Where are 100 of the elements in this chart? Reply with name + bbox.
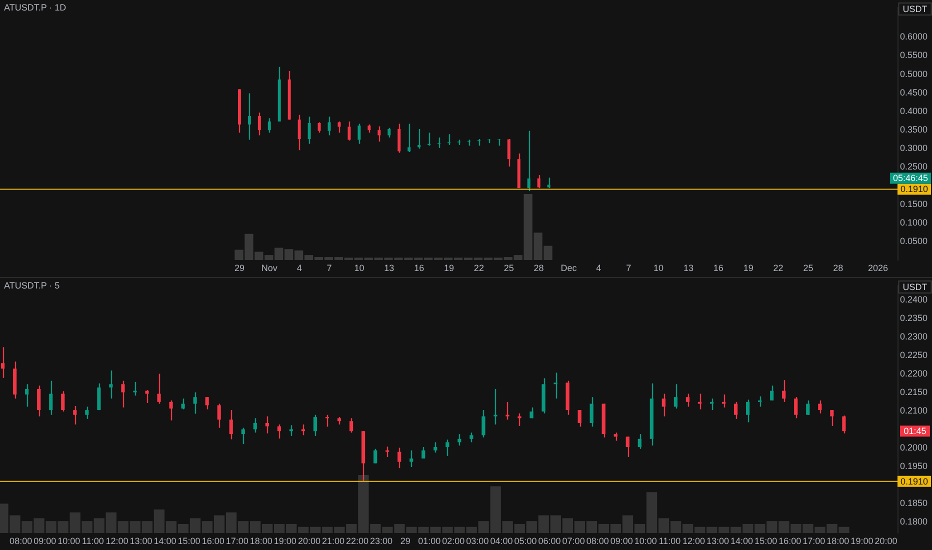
y-tick-label: 0.2150: [900, 387, 928, 398]
y-tick-label: 0.6000: [900, 32, 928, 42]
x-tick-label: 01:00: [418, 536, 441, 546]
candlestick: [422, 446, 426, 460]
candlestick: [253, 418, 257, 434]
x-tick-label: 13: [384, 263, 394, 274]
ref-line-label: 0.1910: [900, 476, 928, 486]
x-tick-label: 04:00: [490, 536, 513, 546]
y-tick-label: 0.2300: [900, 332, 928, 342]
candlestick: [547, 177, 550, 189]
candlestick: [277, 424, 281, 440]
ref-line-label: 0.1910: [900, 184, 928, 194]
candlestick: [49, 380, 53, 416]
chart-title: ATUSDT.P · 5: [4, 280, 60, 290]
candlestick: [770, 385, 774, 402]
candlestick: [722, 394, 726, 408]
x-tick-label: 20:00: [298, 536, 320, 546]
candlestick: [554, 372, 558, 400]
candlestick: [398, 447, 402, 469]
x-tick-label: 10:00: [634, 536, 657, 546]
candlestick: [794, 396, 798, 419]
candlestick: [626, 436, 630, 458]
candlestick: [133, 381, 137, 396]
candlestick: [734, 401, 738, 420]
x-tick-label: 11:00: [658, 536, 681, 546]
candlestick: [338, 120, 341, 134]
x-tick-label: 05:00: [514, 536, 537, 546]
candlestick: [205, 396, 209, 410]
candlestick: [842, 414, 846, 434]
x-tick-label: 23:00: [370, 536, 393, 546]
candlestick: [97, 382, 101, 411]
x-tick-label: 4: [596, 263, 602, 274]
y-tick-label: 0.2500: [900, 162, 928, 172]
y-tick-label: 0.2100: [900, 406, 928, 416]
text: 01:45: [904, 426, 926, 436]
candlestick: [298, 114, 301, 151]
candlestick: [830, 409, 834, 427]
x-tick-label: 22: [773, 263, 784, 274]
candlestick: [818, 400, 822, 414]
candlestick: [578, 409, 582, 428]
candlestick: [482, 409, 486, 438]
x-tick-label: 29: [234, 263, 244, 274]
y-tick-label: 0.3000: [900, 143, 928, 154]
x-tick-label: 20:00: [874, 536, 898, 546]
x-tick-label: 02:00: [442, 536, 465, 546]
x-tick-label: 2026: [868, 263, 888, 274]
x-tick-label: 14:00: [730, 536, 754, 546]
candlestick: [181, 398, 185, 410]
candlestick: [229, 409, 233, 440]
candlestick: [758, 396, 762, 408]
x-tick-label: 19:00: [274, 536, 296, 546]
y-tick-label: 0.1950: [900, 461, 928, 472]
candlestick: [258, 112, 261, 136]
candlestick: [308, 116, 311, 144]
y-tick-label: 0.2400: [900, 294, 928, 305]
x-tick-label: 28: [833, 263, 844, 274]
candlestick: [434, 442, 438, 454]
candlestick: [318, 122, 321, 134]
candlestick: [1, 346, 5, 378]
candlestick: [169, 400, 173, 421]
candlestick: [674, 384, 678, 410]
candlestick: [438, 136, 441, 149]
x-tick-label: 03:00: [466, 536, 489, 546]
annotation: 05:46:45: [892, 173, 928, 184]
x-tick-label: 08:00: [586, 536, 609, 546]
x-tick-label: 07:00: [562, 536, 585, 546]
x-tick-label: 16: [713, 263, 724, 274]
x-tick-label: 13: [683, 263, 694, 274]
y-tick-label: 0.5500: [900, 50, 928, 60]
y-tick-label: 0.2350: [900, 313, 928, 324]
candlestick: [378, 126, 381, 142]
candlestick: [217, 403, 221, 428]
x-tick-label: 7: [326, 263, 332, 274]
candlestick: [358, 123, 361, 144]
y-tick-label: 0.5000: [900, 68, 928, 79]
x-tick-label: 13:00: [130, 536, 152, 546]
x-tick-label: 25: [803, 263, 814, 274]
x-tick-label: 14:00: [154, 536, 176, 546]
candlestick: [25, 384, 29, 408]
candlestick: [73, 405, 77, 426]
x-tick-label: 16:00: [778, 536, 802, 546]
x-tick-label: Nov: [261, 263, 278, 274]
candlestick: [328, 116, 331, 136]
candlestick: [348, 120, 351, 142]
y-tick-label: 0.2200: [900, 368, 928, 379]
candlestick: [408, 123, 411, 153]
candlestick: [85, 406, 89, 420]
y-axis-title: USDT: [902, 282, 928, 292]
x-tick-label: Dec: [560, 263, 578, 274]
x-tick-label: 17:00: [802, 536, 826, 546]
candlestick: [746, 399, 750, 423]
candlestick: [61, 390, 65, 412]
x-tick-label: 15:00: [178, 536, 200, 546]
y-tick-label: 0.0500: [900, 236, 928, 246]
candlestick: [507, 138, 510, 168]
x-tick-label: 13:00: [706, 536, 730, 546]
candlestick: [446, 439, 450, 456]
candlestick: [662, 393, 666, 417]
y-tick-label: 0.2000: [900, 442, 928, 453]
x-tick-label: 7: [626, 263, 632, 274]
